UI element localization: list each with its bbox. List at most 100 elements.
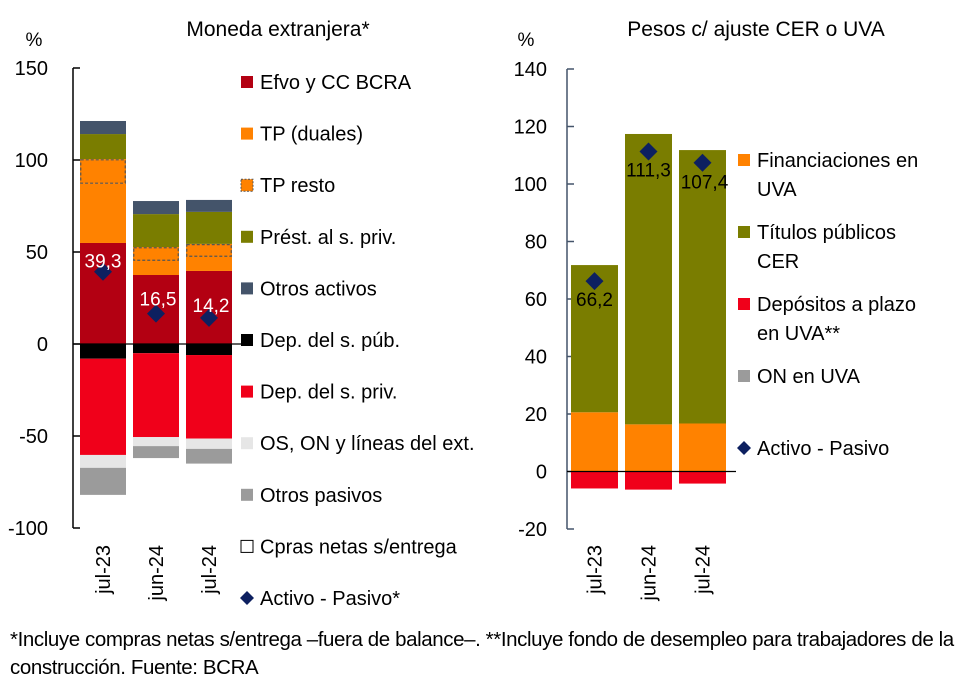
left-y-unit: % (26, 30, 43, 51)
bar-segment (80, 358, 126, 455)
bar-segment (133, 437, 179, 447)
legend-item: TP (duales) (241, 124, 363, 146)
bar-segment (186, 243, 232, 257)
legend-label: ON en UVA (757, 366, 861, 388)
legend-square-icon (241, 230, 253, 243)
legend-label: Prést. al s. priv. (260, 227, 396, 249)
legend-dashed-square-icon (240, 178, 254, 192)
legend-label: en UVA** (757, 323, 840, 345)
bar-segment (80, 134, 126, 160)
bar-segment (133, 214, 179, 248)
y-tick-label: -20 (518, 519, 547, 541)
legend-square-icon (738, 154, 750, 166)
bar-segment (186, 211, 232, 244)
legend-square-icon (738, 298, 750, 310)
y-tick-label: 120 (514, 117, 547, 139)
data-label: 66,2 (576, 290, 613, 311)
legend-label: UVA (757, 179, 797, 201)
bar-segment (133, 446, 179, 459)
legend-diamond-icon (737, 441, 751, 455)
bar-segment (133, 344, 179, 354)
legend-item: Cpras netas s/entrega (240, 536, 458, 558)
y-tick-label: 150 (15, 58, 48, 80)
bar-segment (80, 344, 126, 359)
legend-square-icon (240, 539, 254, 553)
bar-segment (625, 424, 672, 472)
bar-segment (186, 355, 232, 439)
y-tick-label: 140 (514, 59, 547, 81)
y-tick-label: -50 (19, 426, 48, 448)
legend-label: OS, ON y líneas del ext. (260, 433, 475, 455)
legend-square-icon (241, 385, 253, 398)
bar-segment (571, 412, 618, 472)
legend-label: TP (duales) (260, 124, 363, 146)
legend-item: Dep. del s. púb. (241, 330, 400, 352)
bar-segment-outline (80, 159, 126, 184)
y-tick-label: 40 (525, 347, 547, 369)
bar-segment (679, 471, 726, 484)
bar-segment (186, 256, 232, 271)
legend-item: OS, ON y líneas del ext. (241, 433, 475, 455)
legend-square-icon (241, 282, 253, 295)
bar-segment (186, 448, 232, 464)
legend-label: Dep. del s. priv. (260, 382, 397, 404)
activo-pasivo-marker (585, 272, 604, 291)
legend-label: Activo - Pasivo* (260, 588, 400, 610)
legend-square-icon (738, 370, 750, 382)
bar-segment (625, 133, 672, 425)
bar-segment (133, 247, 179, 262)
activo-pasivo-marker (147, 304, 165, 323)
legend-square-icon (241, 76, 253, 88)
bar-segment (186, 199, 232, 212)
data-label: 14,2 (193, 296, 230, 317)
y-tick-label: 0 (37, 334, 48, 356)
right-chart: 140 120 100 80 60 40 20 0 -20 jul-23 jun-24 jul-24 6… (514, 59, 736, 602)
x-tick-label: jul-24 (693, 545, 715, 595)
legend-item: TP resto (240, 175, 335, 197)
activo-pasivo-marker (693, 153, 712, 172)
right-y-unit: % (518, 30, 535, 51)
data-label: 107,4 (681, 173, 729, 194)
right-chart-title: Pesos c/ ajuste CER o UVA (627, 18, 885, 41)
legend-item: Activo - Pasivo (737, 438, 889, 460)
left-legend: Efvo y CC BCRA TP (duales) TP resto Prést. … (240, 72, 475, 610)
bar-segment (80, 183, 126, 243)
footnote: *Incluye compras netas s/entrega –fuera … (10, 628, 954, 679)
legend-label: Otros pasivos (260, 485, 382, 507)
left-chart: 150 100 50 0 -50 -100 jul-23 jun-24 jul-24 39,3 16… (8, 58, 242, 602)
legend-label: Efvo y CC BCRA (260, 72, 412, 94)
bar-segment-outline (186, 244, 232, 257)
y-tick-label: -100 (8, 518, 48, 540)
legend-square-icon (241, 127, 253, 140)
data-label: 16,5 (140, 290, 177, 311)
y-tick-label: 100 (514, 174, 547, 196)
bar-segment (80, 454, 126, 468)
right-legend: Financiaciones en UVA Títulos públicos CER D… (737, 150, 918, 460)
legend-label: Activo - Pasivo (757, 438, 889, 460)
bar-segment (133, 201, 179, 215)
legend-square-icon (241, 437, 253, 450)
bar-segment (186, 438, 232, 449)
legend-item: Prést. al s. priv. (241, 227, 396, 249)
y-tick-label: 50 (26, 242, 48, 264)
legend-diamond-icon (240, 591, 254, 605)
bar-segment (133, 353, 179, 438)
legend-item: Financiaciones en UVA (738, 150, 918, 201)
left-chart-title: Moneda extranjera* (186, 18, 369, 41)
legend-label: Dep. del s. púb. (260, 330, 400, 352)
y-tick-label: 20 (525, 404, 547, 426)
legend-label: Cpras netas s/entrega (260, 536, 458, 558)
legend-label: Otros activos (260, 278, 377, 300)
bar-segment (186, 270, 232, 344)
legend-square-icon (241, 334, 253, 346)
bar-segment (679, 150, 726, 424)
legend-item: Otros pasivos (241, 485, 382, 507)
data-label: 39,3 (85, 252, 122, 273)
bar-segment (133, 261, 179, 275)
activo-pasivo-marker (94, 262, 112, 281)
bar-segment-outline (133, 247, 179, 261)
bar-segment (80, 467, 126, 495)
legend-item: Títulos públicos CER (738, 222, 896, 273)
y-tick-label: 100 (15, 150, 48, 172)
